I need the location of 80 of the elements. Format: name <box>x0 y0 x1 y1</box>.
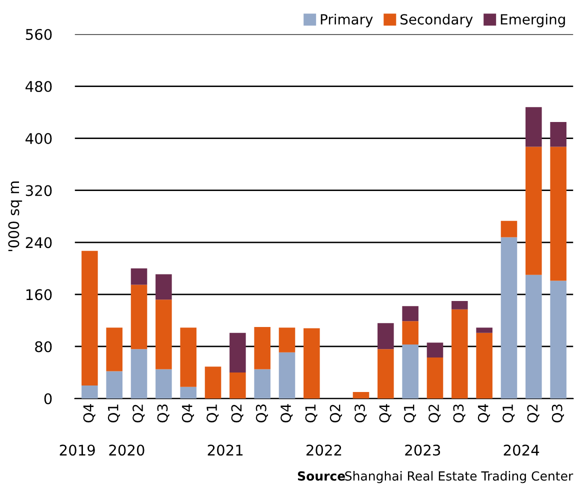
bar <box>106 371 122 399</box>
x-tick-label: Q2 <box>428 404 441 422</box>
x-tick-label: Q3 <box>157 404 170 422</box>
bar <box>550 280 566 399</box>
bar <box>500 220 518 238</box>
bar <box>180 386 196 399</box>
x-tick-label: Q4 <box>478 404 490 422</box>
y-tick-label: 480 <box>26 80 52 92</box>
text: 2020 <box>109 444 144 456</box>
text: 2024 <box>504 444 540 456</box>
legend-label: Secondary <box>400 14 473 28</box>
bar <box>278 352 296 399</box>
bar <box>452 309 468 399</box>
x-tick-label: Q1 <box>108 404 120 422</box>
legend-label: Primary <box>320 14 373 28</box>
bar <box>550 122 566 147</box>
x-tick-label: Q3 <box>453 404 466 422</box>
bar <box>526 274 542 399</box>
x-tick-label: Q3 <box>354 404 367 422</box>
x-tick-label: Q2 <box>231 404 244 422</box>
bar <box>156 369 172 399</box>
text: Source <box>298 471 345 481</box>
y-tick-label: 80 <box>35 341 52 352</box>
x-tick-label: Q1 <box>305 404 318 422</box>
bar <box>426 358 444 399</box>
bar <box>550 146 566 281</box>
legend-label: Emerging <box>500 14 565 28</box>
bar <box>402 344 418 399</box>
x-tick-label: Q4 <box>379 404 392 422</box>
y-tick-label: 160 <box>26 289 52 300</box>
x-tick-label: Q4 <box>280 404 293 422</box>
bar <box>106 328 122 372</box>
x-tick-label: Q1 <box>404 404 416 422</box>
bar <box>304 328 320 399</box>
bar <box>254 369 270 399</box>
bar <box>402 321 418 345</box>
x-tick-label: Q2 <box>330 404 342 422</box>
text: 2019 <box>60 444 95 456</box>
bar <box>230 372 246 399</box>
y-tick-label: 320 <box>26 185 52 196</box>
y-axis-title: '000 sq m <box>8 182 22 252</box>
x-tick-label: Q1 <box>206 404 219 422</box>
bar <box>500 237 518 399</box>
bar <box>130 349 148 399</box>
text: 2022 <box>306 444 342 456</box>
x-tick-label: Q2 <box>132 404 145 422</box>
bar <box>476 332 492 399</box>
bar <box>130 268 148 285</box>
text: Shanghai Real Estate Trading Center <box>345 471 574 484</box>
bar <box>526 107 542 147</box>
bar <box>476 328 492 333</box>
bar <box>230 332 246 373</box>
y-tick-label: 240 <box>26 237 52 248</box>
bar <box>378 349 394 399</box>
bar <box>452 300 468 310</box>
x-tick-label: Q3 <box>552 404 564 422</box>
y-tick-label: 400 <box>26 133 52 144</box>
text: 2023 <box>405 444 440 456</box>
bar <box>204 366 222 399</box>
bar <box>82 386 98 399</box>
bar <box>378 323 394 350</box>
bar <box>156 300 172 370</box>
bar <box>278 328 296 352</box>
text: 2021 <box>208 444 243 456</box>
bar <box>402 306 418 322</box>
y-tick-label: 0 <box>44 393 52 404</box>
x-tick-label: Q4 <box>83 404 96 422</box>
x-tick-label: Q3 <box>256 404 268 422</box>
bar <box>352 392 370 399</box>
x-tick-label: Q1 <box>502 404 515 422</box>
bar <box>156 274 172 300</box>
bar <box>254 326 270 370</box>
bar <box>130 284 148 350</box>
x-tick-label: Q2 <box>527 404 540 422</box>
y-tick-label: 560 <box>26 28 52 40</box>
bar <box>526 146 542 275</box>
bar <box>426 342 444 358</box>
bar <box>82 250 98 386</box>
bar <box>180 328 196 387</box>
x-tick-label: Q4 <box>182 404 194 422</box>
